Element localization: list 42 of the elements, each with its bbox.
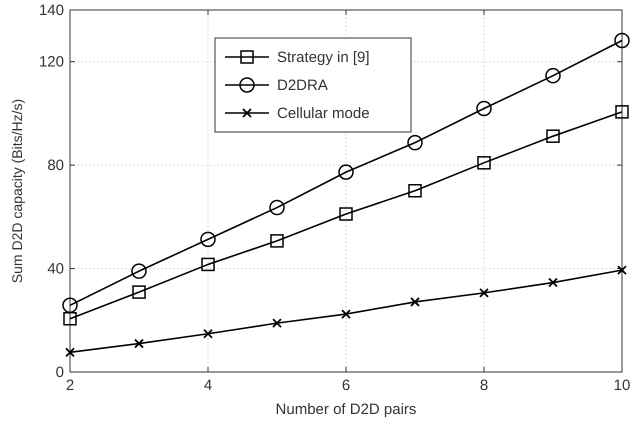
legend-label: Strategy in [9] bbox=[277, 49, 370, 66]
y-tick-label: 80 bbox=[47, 157, 64, 174]
point bbox=[132, 285, 146, 299]
point bbox=[476, 100, 492, 116]
legend-label: D2DRA bbox=[277, 77, 328, 94]
y-tick-label: 120 bbox=[38, 54, 64, 71]
point bbox=[338, 164, 354, 180]
y-tick-label: 40 bbox=[47, 260, 64, 278]
point bbox=[339, 207, 353, 221]
point bbox=[410, 297, 420, 307]
x-tick-label: 8 bbox=[480, 377, 488, 394]
x-tick-label: 6 bbox=[342, 377, 350, 394]
x-axis-title: Number of D2D pairs bbox=[276, 401, 416, 418]
point bbox=[65, 347, 75, 358]
point bbox=[341, 309, 351, 319]
x-tick-label: 10 bbox=[614, 377, 630, 394]
y-tick-label: 0 bbox=[56, 364, 64, 381]
point bbox=[548, 278, 558, 288]
point bbox=[545, 68, 561, 84]
y-axis-title: Sum D2D capacity (Bits/Hz/s) bbox=[9, 98, 25, 284]
x-tick-label: 4 bbox=[204, 377, 212, 394]
point bbox=[614, 32, 630, 48]
legend-label: Cellular mode bbox=[277, 105, 370, 122]
y-tick-label: 140 bbox=[38, 2, 64, 19]
point bbox=[407, 134, 423, 150]
point bbox=[269, 200, 285, 216]
point bbox=[272, 318, 282, 328]
point bbox=[200, 232, 216, 248]
point bbox=[63, 312, 77, 326]
point bbox=[408, 184, 422, 198]
point bbox=[203, 328, 213, 339]
point bbox=[62, 298, 78, 314]
point bbox=[477, 156, 491, 170]
point bbox=[201, 258, 215, 272]
point bbox=[131, 263, 147, 279]
point bbox=[546, 129, 560, 143]
x-tick-label: 2 bbox=[66, 377, 74, 394]
point bbox=[479, 288, 489, 298]
point bbox=[615, 105, 629, 119]
point bbox=[617, 265, 627, 276]
point bbox=[134, 338, 144, 348]
point bbox=[270, 234, 284, 248]
